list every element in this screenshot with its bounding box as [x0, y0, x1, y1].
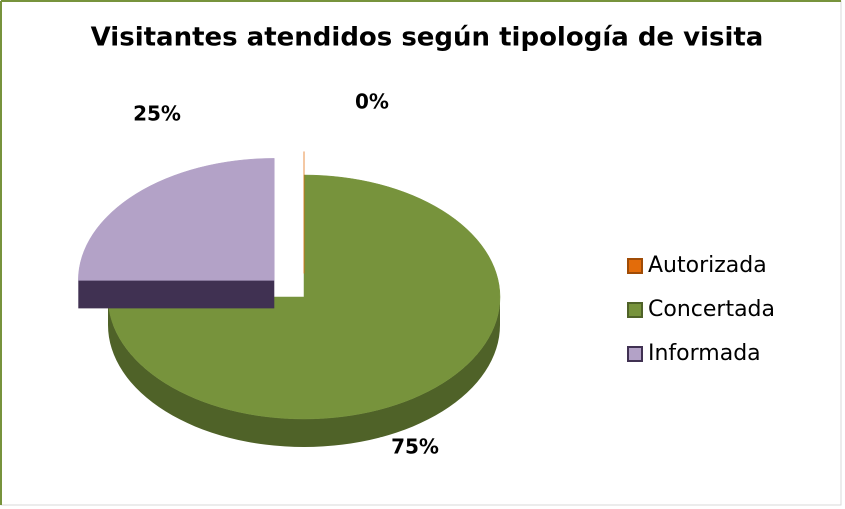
data-label: 75% — [391, 435, 439, 459]
legend-label: Informada — [648, 341, 761, 366]
slice — [107, 174, 501, 420]
legend-marker — [627, 258, 643, 274]
data-label: 25% — [133, 102, 181, 126]
chart-title: Visitantes atendidos según tipología de … — [91, 23, 764, 53]
legend-marker — [627, 302, 643, 318]
slice-face — [78, 280, 275, 309]
legend-label: Autorizada — [648, 253, 767, 278]
slice — [78, 158, 275, 281]
slice-side — [108, 297, 500, 447]
legend-marker — [627, 346, 643, 362]
legend-label: Concertada — [648, 297, 775, 322]
data-label: 0% — [355, 90, 389, 114]
